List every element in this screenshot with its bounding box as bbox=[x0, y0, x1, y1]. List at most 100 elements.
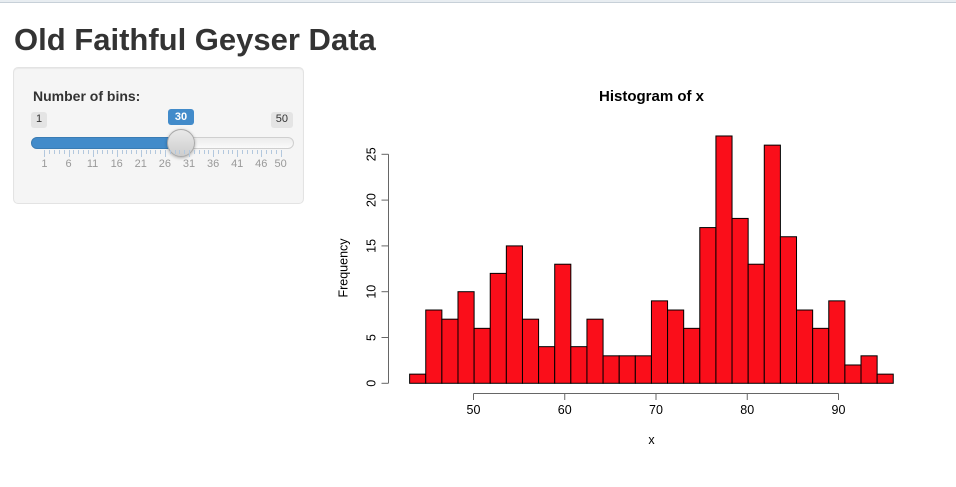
slider-grid-tick bbox=[49, 150, 51, 154]
slider-grid-tick bbox=[280, 150, 282, 157]
histogram-bar bbox=[844, 364, 862, 384]
slider-grid-tick bbox=[83, 150, 84, 154]
histogram-bar bbox=[409, 373, 427, 384]
histogram-bar bbox=[634, 355, 652, 384]
plot-title: Histogram of x bbox=[599, 88, 705, 105]
histogram-bar bbox=[473, 327, 491, 384]
slider-grid: 1 6 11 16 21 26 31 36 41 46 50 bbox=[14, 68, 303, 203]
slider-grid-tick bbox=[126, 150, 128, 154]
histogram-bar bbox=[554, 263, 572, 384]
histogram-bar bbox=[699, 227, 717, 384]
x-axis-tick-label: 50 bbox=[467, 403, 481, 417]
x-axis-tick-label: 70 bbox=[649, 403, 663, 417]
histogram-bar bbox=[876, 373, 894, 384]
y-axis-tick-label: 0 bbox=[364, 380, 378, 387]
histogram-bar bbox=[489, 272, 507, 384]
slider-min-badge: 1 bbox=[31, 112, 48, 128]
histogram-bar bbox=[650, 300, 669, 384]
histogram-bar bbox=[747, 263, 765, 384]
histogram-bar bbox=[570, 346, 588, 384]
slider-grid-tick bbox=[246, 150, 248, 154]
histogram-svg: 50 60 70 80 90 0 5 10 15 20 25 Histogram of x x Frequ… bbox=[336, 88, 894, 447]
slider-grid-tick bbox=[169, 150, 171, 154]
y-axis-tick-label: 10 bbox=[364, 285, 378, 299]
slider-grid-tick bbox=[68, 150, 70, 157]
slider-grid-tick bbox=[184, 150, 186, 154]
slider-grid-tick bbox=[63, 150, 65, 154]
slider-grid-label: 11 bbox=[86, 158, 99, 170]
slider-label: Number of bins: bbox=[33, 88, 141, 104]
slider-grid-tick bbox=[73, 150, 75, 154]
slider-grid-tick bbox=[44, 150, 46, 157]
slider-grid-label: 6 bbox=[65, 158, 72, 170]
y-axis-tick-label: 25 bbox=[364, 147, 378, 161]
histogram-bar bbox=[521, 318, 540, 384]
slider-max-badge: 50 bbox=[270, 112, 293, 128]
slider-grid-tick bbox=[213, 150, 215, 157]
sidebar-panel: Number of bins: 1 50 30 1 6 11 16 21 26 31 36 41… bbox=[13, 67, 304, 204]
slider-grid-tick bbox=[160, 150, 162, 154]
slider-grid-tick bbox=[136, 150, 137, 154]
y-axis-label: Frequency bbox=[336, 238, 350, 298]
slider-grid-tick bbox=[198, 150, 200, 154]
histogram-bar bbox=[441, 318, 459, 384]
slider-grid-tick bbox=[256, 150, 258, 154]
slider-grid-tick bbox=[155, 150, 157, 154]
histogram-plot: 50 60 70 80 90 0 5 10 15 20 25 Histogram of x x Frequ… bbox=[330, 70, 956, 470]
slider-grid-tick bbox=[116, 150, 118, 157]
histogram-bar bbox=[828, 300, 846, 384]
slider-grid-tick bbox=[232, 150, 234, 154]
slider-grid-tick bbox=[251, 150, 253, 154]
histogram-bar bbox=[538, 346, 556, 384]
slider-grid-tick bbox=[222, 150, 224, 154]
slider-grid-tick bbox=[266, 150, 268, 154]
histogram-bar bbox=[860, 355, 878, 384]
slider-grid-tick bbox=[87, 150, 89, 154]
slider-grid-label: 31 bbox=[182, 158, 196, 170]
slider-grid-tick bbox=[150, 150, 152, 154]
slider-grid-tick bbox=[174, 150, 176, 154]
histogram-bar bbox=[586, 318, 604, 384]
slider-grid-tick bbox=[237, 150, 239, 157]
slider-grid-label: 36 bbox=[206, 158, 220, 170]
slider-grid-label: 1 bbox=[41, 158, 48, 170]
slider-grid-label: 21 bbox=[134, 158, 147, 170]
slider-grid-tick bbox=[97, 150, 99, 154]
bins-slider[interactable]: 1 50 30 1 6 11 16 21 26 31 36 41 46 50 bbox=[14, 68, 303, 203]
slider-grid-tick bbox=[275, 150, 277, 154]
x-axis-label: x bbox=[648, 433, 655, 447]
slider-grid-tick bbox=[179, 150, 181, 154]
histogram-bar bbox=[457, 291, 475, 384]
slider-grid-tick bbox=[208, 150, 210, 154]
slider-grid-tick bbox=[92, 150, 94, 157]
slider-grid-tick bbox=[78, 150, 80, 154]
slider-grid-tick bbox=[193, 150, 195, 154]
histogram-bar bbox=[715, 135, 733, 384]
x-axis-tick-label: 90 bbox=[832, 403, 846, 417]
x-axis-tick-label: 80 bbox=[740, 403, 754, 417]
page-title: Old Faithful Geyser Data bbox=[14, 22, 376, 57]
y-axis-tick-label: 5 bbox=[364, 334, 378, 341]
slider-grid-tick bbox=[189, 150, 190, 157]
slider-grid-tick bbox=[111, 150, 113, 154]
slider-grid-tick bbox=[145, 150, 147, 154]
slider-grid-tick bbox=[54, 150, 55, 154]
slider-grid-tick bbox=[121, 150, 123, 154]
histogram-bar bbox=[602, 355, 620, 384]
slider-grid-label: 26 bbox=[158, 158, 172, 170]
histogram-bar bbox=[667, 309, 685, 384]
slider-handle[interactable] bbox=[167, 129, 195, 157]
histogram-bar bbox=[812, 327, 830, 384]
y-axis-tick-label: 15 bbox=[364, 239, 378, 253]
slider-grid-label: 50 bbox=[274, 158, 287, 170]
slider-grid-tick bbox=[217, 150, 219, 154]
slider-grid-tick bbox=[140, 150, 142, 157]
slider-grid-tick bbox=[102, 150, 104, 154]
slider-grid-tick bbox=[58, 150, 60, 154]
histogram-bar bbox=[683, 327, 701, 384]
histogram-bar bbox=[796, 309, 814, 384]
histogram-bar bbox=[763, 144, 781, 384]
slider-grid-tick bbox=[131, 150, 133, 154]
slider-grid-tick bbox=[107, 150, 109, 154]
